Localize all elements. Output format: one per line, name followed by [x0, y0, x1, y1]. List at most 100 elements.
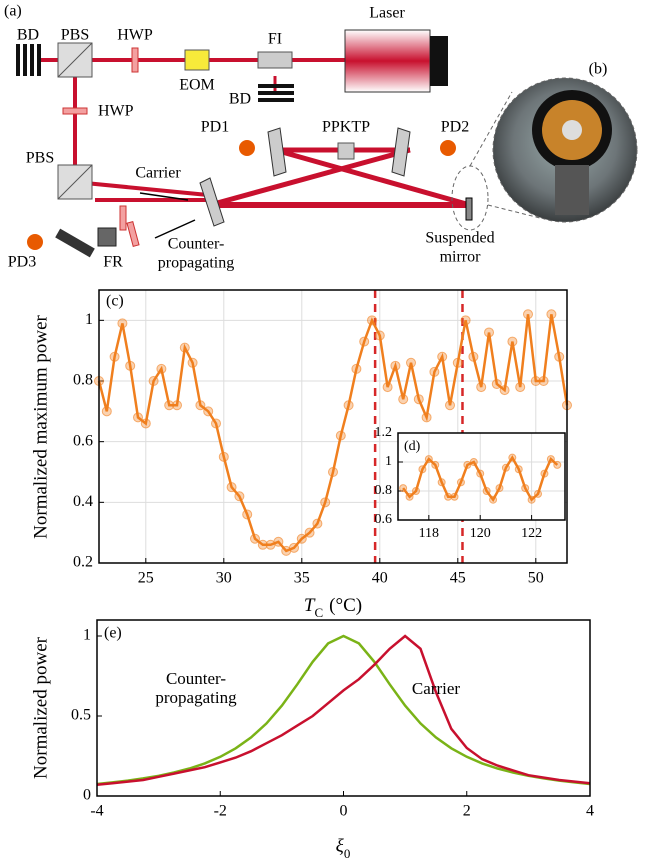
label: HWP [98, 103, 134, 120]
chart: 25 30 35 40 45 50 0.2 0.4 0.6 0.8 1 (c) Normalized m… [30, 289, 572, 587]
label: PD1 [201, 119, 229, 136]
x-label-symbol: ξ [336, 836, 345, 857]
series-label: Counter- [166, 669, 226, 688]
x-label-symbol: T [304, 595, 316, 616]
plot-frame [96, 619, 591, 797]
suspended-mirror [465, 197, 473, 221]
series-line [96, 634, 591, 786]
fr [97, 227, 117, 247]
y-tick-label: 0 [83, 787, 91, 804]
y-tick-label: 1 [85, 311, 93, 328]
label: PD2 [441, 119, 469, 136]
beam-dumps [16, 44, 294, 102]
label: Laser [369, 5, 405, 22]
y-tick-label: 0.8 [375, 483, 393, 498]
hwp [62, 107, 88, 115]
label: mirror [440, 249, 482, 266]
y-tick-label: 0.6 [375, 512, 393, 527]
x-tick-label: 4 [586, 803, 594, 820]
plot-frame [397, 432, 566, 521]
y-axis-label: Normalized maximum power [30, 314, 51, 538]
x-label-sub: C [314, 605, 323, 620]
panel-label: (a) [4, 3, 22, 20]
x-tick-label: -4 [90, 803, 103, 820]
label: BD [17, 27, 39, 44]
x-tick-label: -2 [214, 803, 227, 820]
pbs-diag [57, 164, 93, 200]
panel-label: (e) [104, 625, 122, 642]
pd2 [440, 140, 456, 156]
label: Carrier [135, 165, 181, 182]
eom [184, 49, 210, 71]
plot-frame [98, 289, 568, 564]
label: BD [229, 91, 251, 108]
x-label-unit: (°C) [329, 595, 362, 616]
hwp [119, 205, 127, 231]
pd1 [239, 140, 255, 156]
label: PBS [26, 150, 54, 167]
arrow [139, 192, 189, 201]
series-line [402, 455, 559, 503]
x-tick-label: 122 [521, 526, 542, 541]
photo-mirror [562, 120, 582, 140]
label: Suspended [425, 230, 494, 247]
label: PPKTP [322, 119, 370, 136]
label: FI [268, 31, 282, 48]
zoom-line [487, 204, 541, 219]
zoom-line [469, 91, 513, 167]
panel-label: (d) [404, 439, 421, 454]
cavity-mirror [267, 127, 287, 177]
series-label: Carrier [412, 679, 460, 698]
y-tick-label: 1.2 [375, 425, 393, 440]
hwp [131, 47, 139, 73]
laser [344, 29, 431, 93]
laser-back [430, 36, 448, 86]
y-tick-label: 0.8 [73, 372, 93, 389]
fi [257, 51, 293, 69]
x-tick-label: 35 [294, 570, 310, 587]
label: propagating [158, 255, 234, 272]
chart: 118 120 122 0.6 0.8 1 1.2 (d) [375, 425, 566, 541]
x-tick-label: 45 [450, 570, 466, 587]
x-tick-label: 118 [419, 526, 439, 541]
x-tick-label: 30 [216, 570, 232, 587]
cavity-mirror [199, 177, 225, 227]
label: PBS [61, 27, 89, 44]
x-tick-label: 0 [340, 803, 348, 820]
pd3 [27, 234, 43, 250]
setup-diagram: (a) BD PBS HWP EOM FI Laser BD HWP PD1 P… [4, 3, 638, 272]
y-tick-label: 0.4 [73, 493, 93, 510]
series-label: propagating [155, 688, 237, 707]
x-axis-label: TC (°C) [304, 595, 362, 620]
x-axis-label: ξ0 [336, 836, 351, 861]
label: EOM [179, 77, 215, 94]
y-axis-label: Normalized power [30, 636, 51, 779]
y-tick-label: 1 [83, 627, 91, 644]
y-tick-label: 1 [385, 454, 392, 469]
panel-label: (b) [589, 61, 608, 78]
arrow [154, 219, 196, 239]
photo-post [555, 165, 589, 215]
chart: -4 -2 0 2 4 0 0.5 1 Counter-propagating Carrier (e… [30, 619, 594, 820]
label: HWP [117, 27, 153, 44]
series-line [96, 634, 591, 787]
label: FR [103, 254, 123, 271]
y-tick-label: 0.6 [73, 432, 93, 449]
panel-label: (c) [106, 293, 124, 310]
series-line [97, 314, 569, 553]
x-tick-label: 2 [463, 803, 471, 820]
cavity-mirror [391, 127, 411, 177]
pbs-diag [57, 42, 93, 78]
x-tick-label: 40 [372, 570, 388, 587]
label: Counter- [168, 236, 225, 253]
x-tick-label: 50 [528, 570, 544, 587]
y-tick-label: 0.2 [73, 554, 93, 571]
x-label-sub: 0 [344, 846, 351, 861]
x-tick-label: 25 [138, 570, 154, 587]
y-tick-label: 0.5 [71, 707, 91, 724]
label: PD3 [8, 254, 36, 271]
ppktp [337, 142, 355, 160]
hwp [126, 221, 140, 247]
x-tick-label: 120 [470, 526, 491, 541]
